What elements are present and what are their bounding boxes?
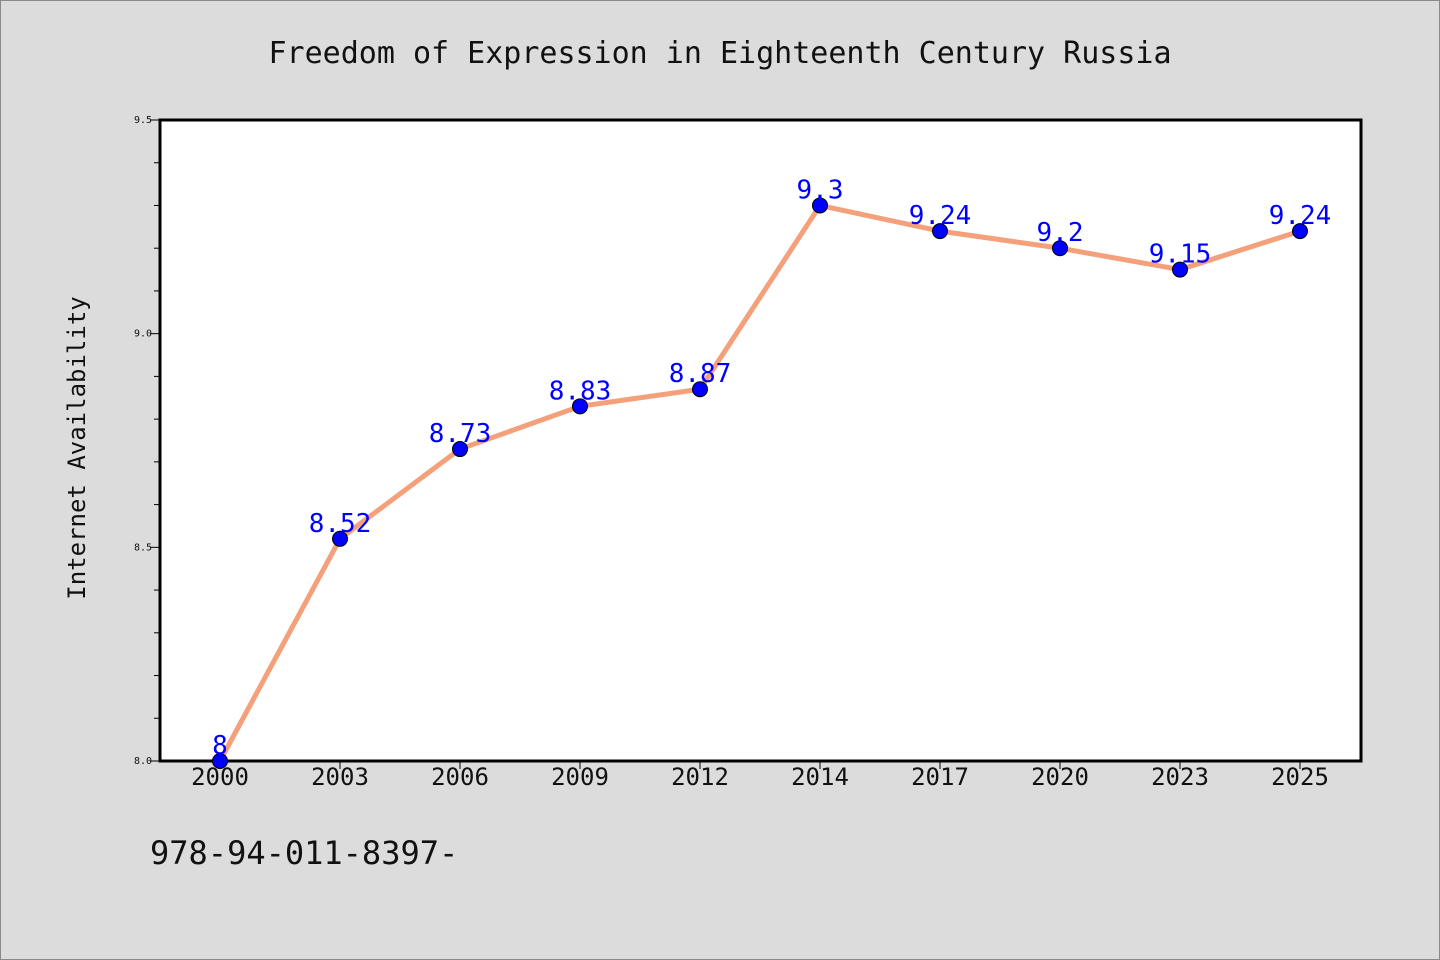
data-point [572, 398, 588, 415]
data-label: 8.83 [549, 376, 612, 406]
data-label: 9.24 [909, 201, 972, 231]
data-label: 8.73 [429, 419, 492, 449]
x-tick-label: 2023 [1151, 763, 1209, 791]
x-tick-label: 2017 [911, 763, 969, 791]
x-tick-label: 2009 [551, 763, 609, 791]
data-label: 8.52 [309, 509, 372, 539]
x-axis-ticks: 2000 2003 2006 2009 2012 2014 2017 2020 2023 2025 [191, 761, 1329, 791]
series-line-group [212, 197, 1308, 769]
y-tick-label: 9.0 [134, 329, 152, 340]
y-tick-label: 8.5 [134, 542, 152, 553]
chart-title: Freedom of Expression in Eighteenth Cent… [268, 36, 1171, 71]
series-line [217, 202, 1301, 763]
data-point [1172, 261, 1188, 278]
x-tick-label: 2014 [791, 763, 849, 791]
data-point [692, 381, 708, 398]
y-tick-label: 9.5 [134, 115, 152, 126]
y-axis-ticks: 8.0 8.5 9.0 9.5 [134, 115, 160, 767]
data-point [932, 223, 948, 240]
data-label: 9.2 [1037, 218, 1084, 248]
data-point [812, 197, 828, 214]
data-point [212, 753, 228, 769]
isbn-annotation: 978-94-011-8397- [150, 834, 458, 872]
data-label: 9.15 [1149, 240, 1212, 270]
data-point [1292, 223, 1308, 240]
x-tick-label: 2025 [1271, 763, 1329, 791]
data-point [1052, 240, 1068, 257]
y-axis-label: Internet Availability [63, 296, 91, 599]
x-tick-label: 2003 [311, 763, 369, 791]
y-tick-label: 8.0 [134, 756, 152, 767]
x-tick-label: 2012 [671, 763, 729, 791]
data-label: 9.3 [797, 175, 844, 205]
data-point [452, 441, 468, 458]
data-labels: 8 8.52 8.73 8.83 8.87 9.3 9.24 9.2 9.15 9.24 [212, 175, 1331, 761]
data-point [332, 530, 348, 547]
x-tick-label: 2020 [1031, 763, 1089, 791]
x-tick-label: 2006 [431, 763, 489, 791]
data-label: 9.24 [1269, 201, 1332, 231]
data-label: 8 [212, 731, 228, 761]
plot-area [158, 118, 1363, 763]
data-label: 8.87 [669, 359, 732, 389]
